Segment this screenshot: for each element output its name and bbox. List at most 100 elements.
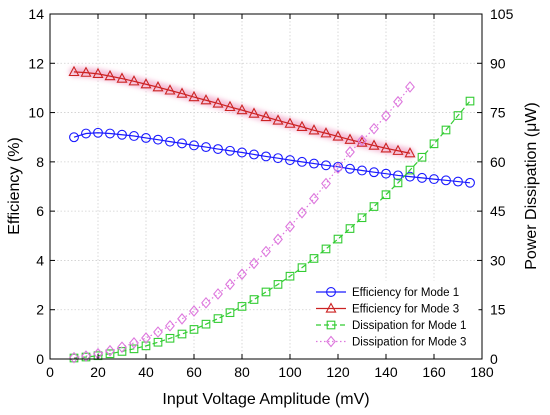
data-point — [261, 287, 271, 297]
data-point — [369, 202, 379, 211]
y-right-tick-label: 45 — [490, 203, 506, 219]
data-point — [441, 125, 451, 135]
data-point — [333, 234, 343, 244]
y-right-tick-label: 30 — [490, 252, 506, 268]
legend-entry: Dissipation for Mode 3 — [316, 335, 466, 349]
data-point — [332, 130, 344, 141]
data-point — [249, 295, 259, 304]
data-point — [81, 350, 91, 362]
data-point — [117, 341, 127, 354]
data-point — [80, 66, 92, 77]
data-point — [285, 271, 295, 281]
data-point — [105, 128, 115, 139]
data-point — [213, 144, 223, 154]
y-left-tick-label: 2 — [36, 302, 44, 318]
data-point — [465, 177, 475, 188]
data-point — [297, 156, 307, 167]
ticks: 0 20 40 60 80 100 120 140 160 1800246810121401530… — [28, 6, 513, 380]
data-point — [345, 163, 355, 174]
data-point — [261, 151, 271, 162]
y-axis-right-title: Power Dissipation (μW) — [523, 102, 540, 269]
x-tick-label: 120 — [326, 364, 350, 380]
y-axis-left-title: Efficiency (%) — [6, 137, 23, 235]
data-point — [165, 136, 175, 147]
y-left-tick-label: 10 — [28, 105, 44, 121]
data-point — [393, 170, 403, 181]
data-point — [248, 107, 260, 118]
data-point — [68, 65, 80, 77]
data-point — [177, 329, 187, 339]
y-right-tick-label: 90 — [490, 55, 506, 71]
series-line — [73, 71, 411, 154]
legend-marker — [326, 320, 336, 330]
plot-frame — [49, 13, 483, 360]
data-point — [189, 140, 199, 151]
series-4 — [69, 81, 415, 364]
data-point — [393, 178, 403, 188]
series-line — [73, 100, 471, 359]
y-right-tick-label: 60 — [490, 154, 506, 170]
data-point — [237, 147, 247, 158]
data-point — [236, 103, 248, 115]
x-tick-label: 0 — [46, 364, 54, 380]
data-point — [345, 146, 355, 158]
data-point — [393, 95, 403, 108]
legend-box — [310, 280, 479, 354]
data-point — [369, 122, 379, 135]
data-point — [225, 278, 235, 291]
data-point — [189, 305, 199, 317]
x-tick-label: 40 — [138, 364, 154, 380]
legend-marker — [325, 302, 337, 313]
data-point — [200, 94, 212, 105]
data-point — [225, 145, 235, 156]
data-point — [453, 111, 463, 120]
data-point — [212, 97, 224, 108]
data-point — [177, 138, 187, 149]
legend-label: Dissipation for Mode 3 — [352, 337, 466, 349]
y-left-tick-label: 4 — [36, 252, 44, 268]
data-point — [273, 153, 283, 164]
data-point — [104, 69, 116, 81]
data-point — [201, 142, 211, 153]
data-point — [309, 192, 319, 205]
data-point — [357, 134, 367, 147]
y-right-tick-label: 15 — [490, 302, 506, 318]
data-point — [429, 174, 439, 185]
data-point — [285, 220, 295, 233]
data-point — [260, 110, 272, 122]
y-left-tick-label: 12 — [28, 55, 44, 71]
data-point — [165, 319, 175, 332]
y-right-tick-label: 105 — [490, 6, 514, 22]
data-point — [153, 326, 163, 338]
data-point — [249, 257, 259, 270]
data-point — [128, 75, 140, 86]
data-point — [141, 133, 151, 143]
y-left-tick-label: 6 — [36, 203, 44, 219]
data-point — [321, 177, 331, 190]
legend-entry: Efficiency for Mode 3 — [316, 302, 459, 316]
data-point — [296, 120, 308, 132]
data-point — [429, 139, 439, 149]
data-point — [285, 155, 295, 166]
data-point — [321, 160, 331, 171]
x-tick-label: 180 — [470, 364, 494, 380]
data-point — [129, 344, 139, 354]
data-point — [237, 268, 247, 281]
legend-entry: Dissipation for Mode 1 — [316, 320, 466, 332]
data-point — [188, 90, 200, 102]
legend-label: Efficiency for Mode 3 — [352, 304, 459, 316]
data-point — [129, 337, 139, 349]
data-point — [201, 296, 211, 309]
data-point — [92, 67, 104, 79]
series-3 — [69, 96, 475, 363]
data-point — [320, 127, 332, 138]
data-point — [152, 81, 164, 92]
legend-label: Efficiency for Mode 1 — [352, 287, 459, 299]
data-point — [381, 190, 391, 200]
data-point — [309, 254, 319, 263]
data-point — [357, 165, 367, 176]
y-left-tick-label: 0 — [36, 351, 44, 367]
data-point — [93, 127, 103, 138]
data-point — [261, 245, 271, 258]
